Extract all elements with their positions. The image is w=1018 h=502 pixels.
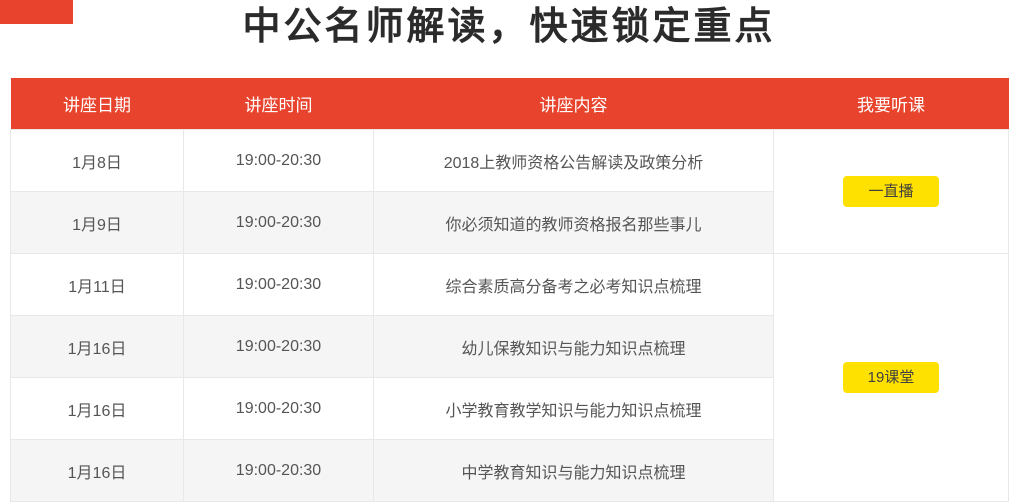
col-header-lecture-date: 讲座日期 bbox=[10, 78, 184, 130]
cell-date: 1月8日 bbox=[10, 129, 184, 192]
page-title: 中公名师解读，快速锁定重点 bbox=[242, 6, 776, 48]
table-row: 1月16日 19:00-20:30 中学教育知识与能力知识点梳理 bbox=[10, 439, 1009, 502]
cell-date: 1月16日 bbox=[10, 315, 184, 378]
listen-cell-group-2: 19课堂 bbox=[773, 253, 1009, 502]
col-header-listen: 我要听课 bbox=[773, 78, 1009, 130]
cell-time: 19:00-20:30 bbox=[183, 253, 374, 316]
table-row: 1月9日 19:00-20:30 你必须知道的教师资格报名那些事儿 bbox=[10, 191, 1009, 254]
table-row: 1月16日 19:00-20:30 幼儿保教知识与能力知识点梳理 bbox=[10, 315, 1009, 378]
table-row: 1月11日 19:00-20:30 综合素质高分备考之必考知识点梳理 19课堂 bbox=[10, 253, 1009, 502]
col-header-lecture-content: 讲座内容 bbox=[373, 78, 774, 130]
cell-content: 2018上教师资格公告解读及政策分析 bbox=[373, 129, 774, 192]
cell-content: 中学教育知识与能力知识点梳理 bbox=[373, 439, 774, 502]
cell-content: 你必须知道的教师资格报名那些事儿 bbox=[373, 191, 774, 254]
cell-content: 综合素质高分备考之必考知识点梳理 bbox=[373, 253, 774, 316]
cell-time: 19:00-20:30 bbox=[183, 315, 374, 378]
table-row: 1月16日 19:00-20:30 小学教育教学知识与能力知识点梳理 bbox=[10, 377, 1009, 440]
listen-cell-group-1: 一直播 bbox=[773, 129, 1009, 254]
cell-time: 19:00-20:30 bbox=[183, 377, 374, 440]
yizhibo-live-button[interactable]: 一直播 bbox=[843, 176, 939, 207]
cell-content: 小学教育教学知识与能力知识点梳理 bbox=[373, 377, 774, 440]
cell-date: 1月16日 bbox=[10, 377, 184, 440]
cell-date: 1月16日 bbox=[10, 439, 184, 502]
cell-time: 19:00-20:30 bbox=[183, 439, 374, 502]
lecture-schedule-table: 讲座日期 讲座时间 讲座内容 我要听课 1月8日 19:00-20:30 201… bbox=[10, 78, 1009, 502]
cell-content: 幼儿保教知识与能力知识点梳理 bbox=[373, 315, 774, 378]
cell-time: 19:00-20:30 bbox=[183, 191, 374, 254]
table-row: 1月8日 19:00-20:30 2018上教师资格公告解读及政策分析 一直播 bbox=[10, 129, 1009, 254]
cropped-red-banner-fragment bbox=[0, 0, 73, 24]
table-header-row: 讲座日期 讲座时间 讲座内容 我要听课 bbox=[10, 78, 1009, 130]
19-ketang-button[interactable]: 19课堂 bbox=[843, 362, 939, 393]
col-header-lecture-time: 讲座时间 bbox=[183, 78, 374, 130]
cell-date: 1月9日 bbox=[10, 191, 184, 254]
cell-time: 19:00-20:30 bbox=[183, 129, 374, 192]
cell-date: 1月11日 bbox=[10, 253, 184, 316]
